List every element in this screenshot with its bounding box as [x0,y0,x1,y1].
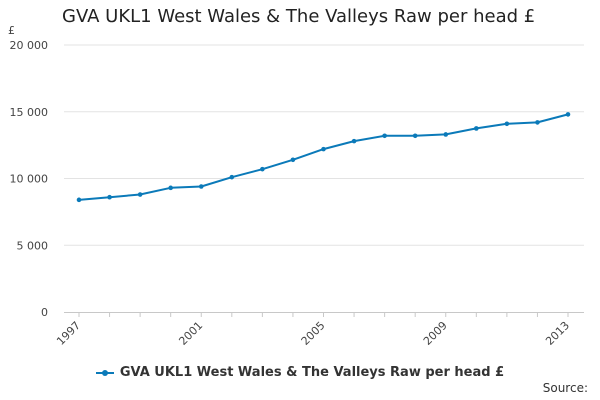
y-axis-ticks: 0 5 000 10 000 15 000 20 000 [10,39,49,319]
data-point [412,133,418,139]
y-tick-label: 20 000 [10,39,49,52]
series-line [78,113,569,201]
data-point [198,184,204,189]
y-tick-label: 15 000 [10,106,49,119]
x-tick-label: 2005 [299,319,328,348]
data-point [535,120,540,125]
source-label: Source: [542,381,588,395]
data-point [351,138,357,144]
gridlines [64,44,584,246]
data-point [76,197,82,203]
data-point [565,112,571,117]
x-tick-label: 2001 [176,319,205,348]
data-point [229,174,235,180]
y-axis-unit-label: £ [8,24,15,37]
series-group [76,112,571,203]
data-point [137,192,143,197]
x-tick-label: 1997 [54,319,83,348]
data-point [168,185,173,191]
y-tick-label: 5 000 [17,239,49,252]
data-point [474,126,479,131]
y-tick-label: 0 [41,306,48,319]
x-tick-label: 2009 [421,319,450,348]
legend[interactable]: GVA UKL1 West Wales & The Valleys Raw pe… [0,365,600,382]
data-point [443,132,449,137]
data-point [504,121,510,127]
x-axis: 1997 2001 2005 2009 2013 [54,312,584,348]
legend-item-label[interactable]: GVA UKL1 West Wales & The Valleys Raw pe… [119,365,505,380]
data-point [321,146,326,152]
data-point [107,194,112,200]
chart-title: GVA UKL1 West Wales & The Valleys Raw pe… [62,6,536,27]
data-point [290,157,296,163]
data-point [382,133,387,139]
data-point [260,166,265,172]
x-tick-label: 2013 [543,319,572,348]
y-tick-label: 10 000 [10,173,49,186]
legend-line-marker-icon [95,368,114,378]
